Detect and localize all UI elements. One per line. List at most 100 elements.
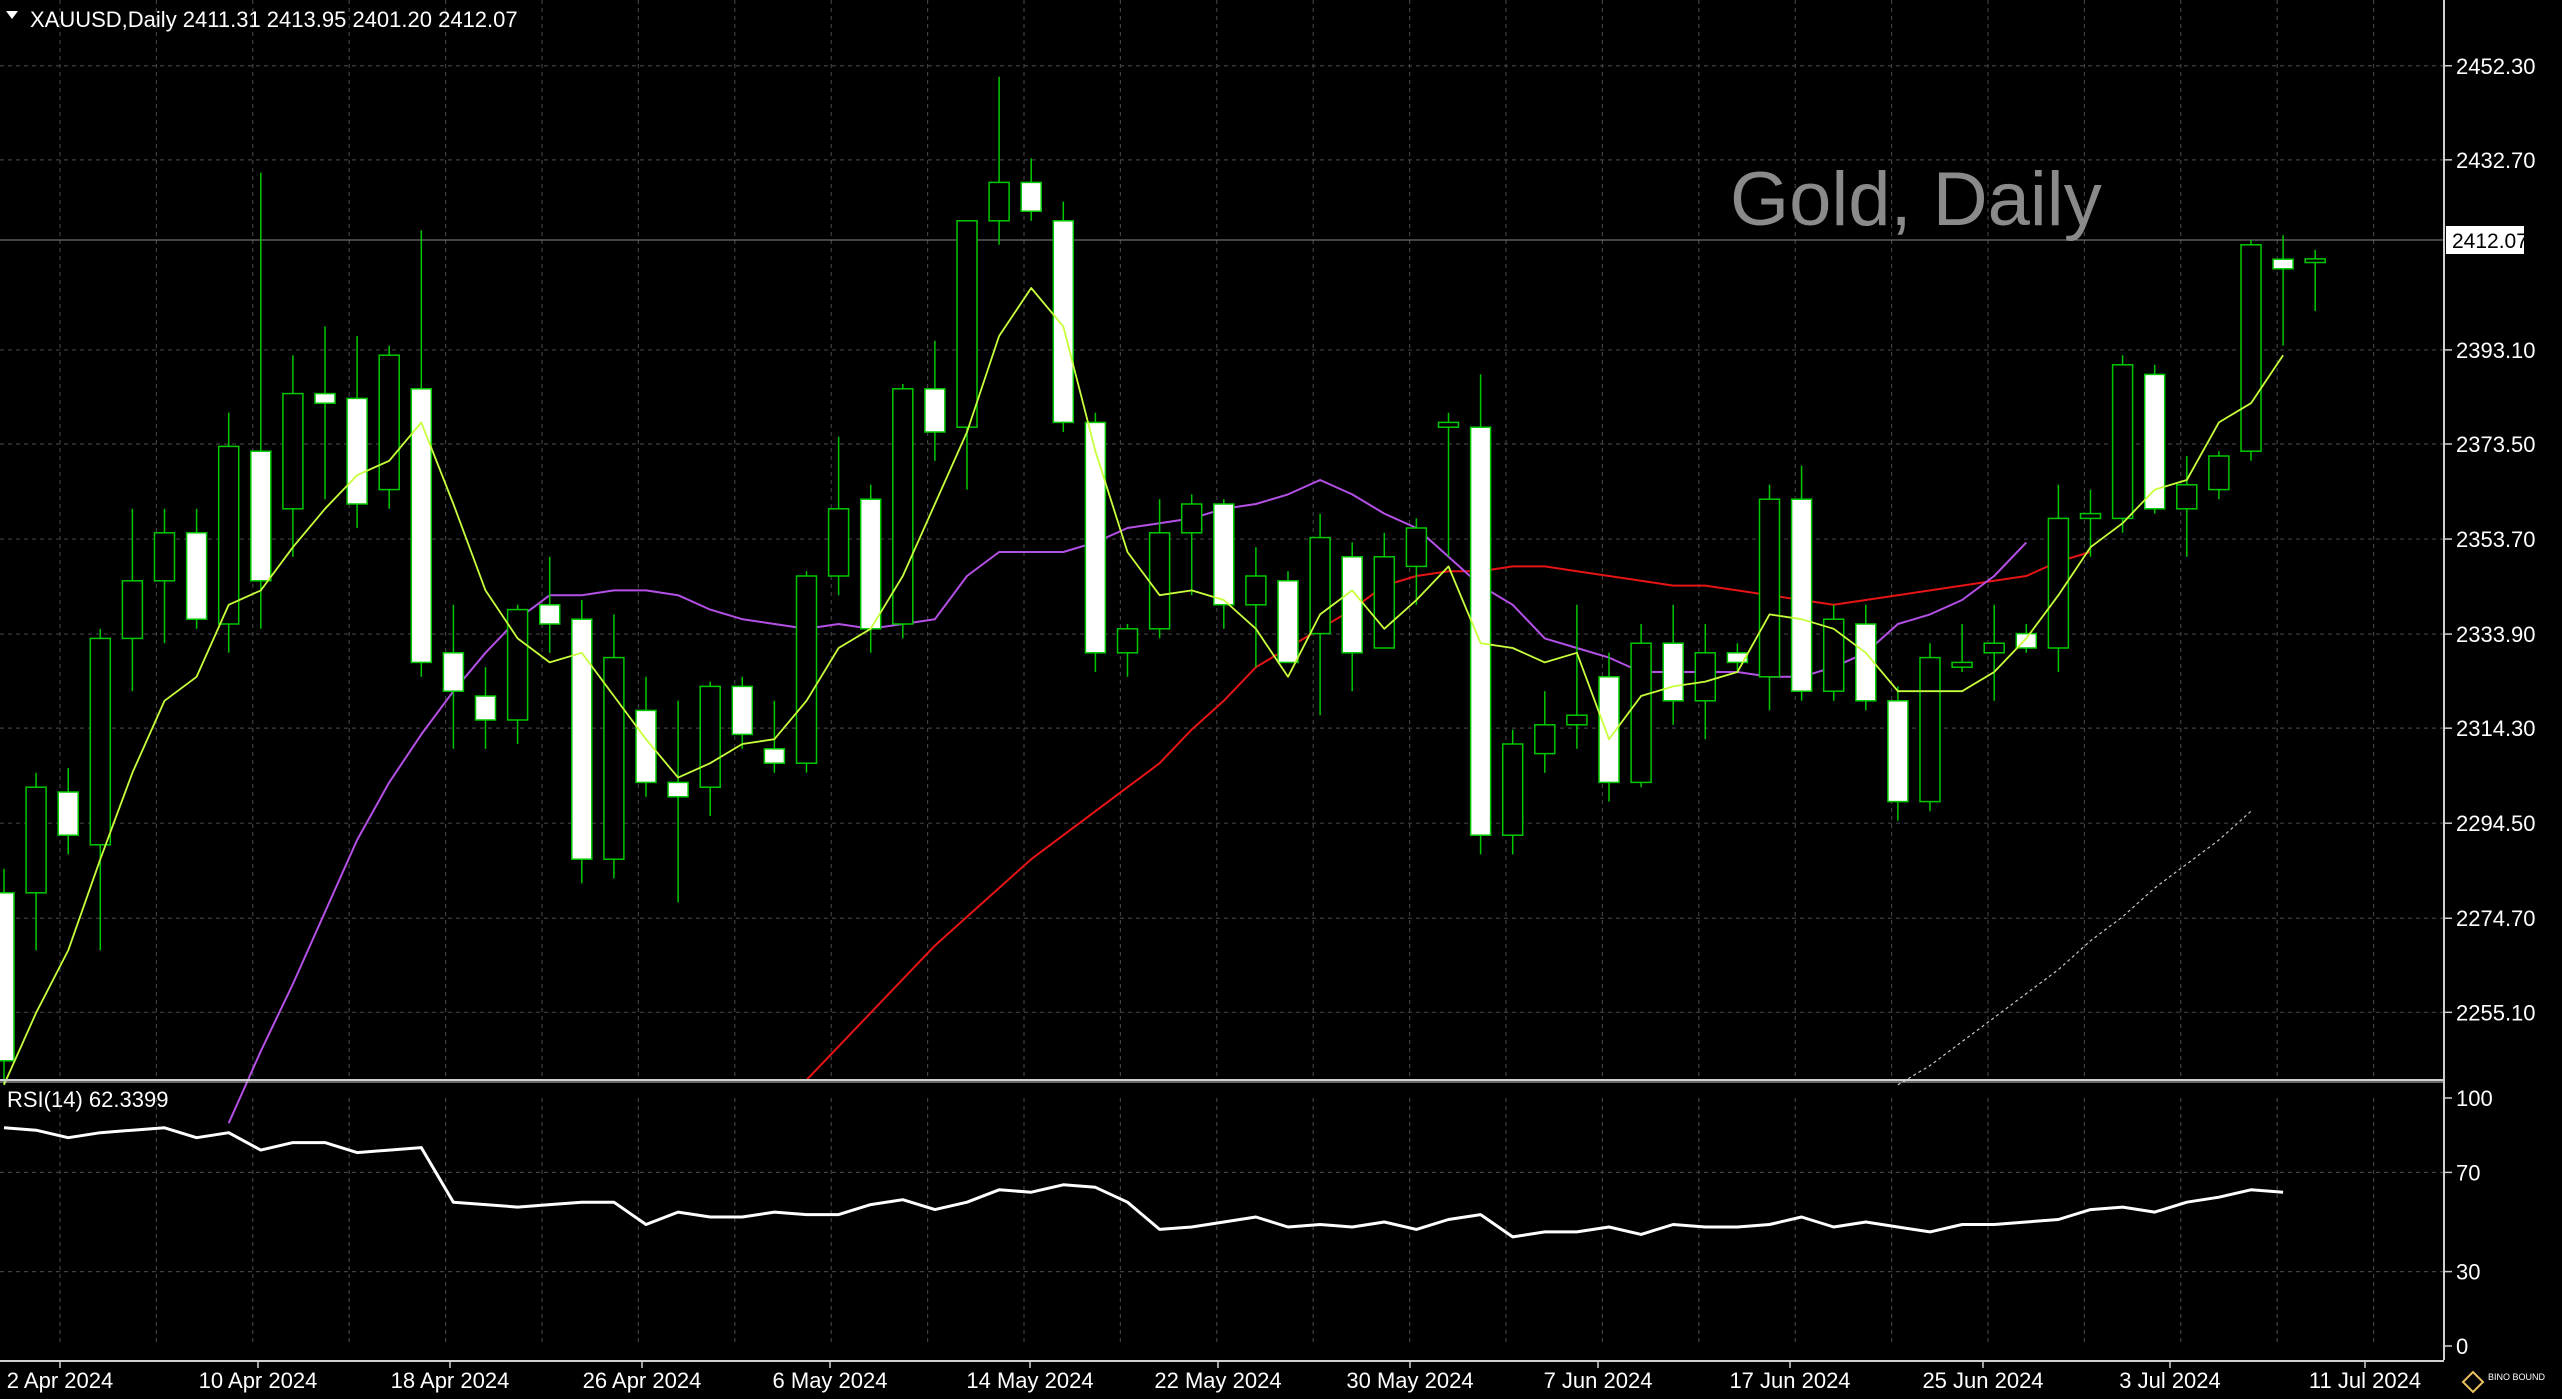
price-tick-label: 2294.50 [2456,811,2536,836]
candle [1052,201,1075,432]
ma-slow-line [805,551,2091,1081]
candle [0,868,15,1085]
candle-body-bull [1148,532,1171,630]
candle-body-bull [795,575,818,764]
candle [442,604,465,749]
candle-body-bear [1052,220,1075,424]
candle-body-bull [699,685,721,788]
candle [731,676,754,749]
price-tick-label: 2353.70 [2456,527,2536,552]
candle-body-bull [1309,536,1331,635]
candle-body-bear [635,709,657,784]
candle [1822,604,1845,701]
candle [314,326,336,500]
current-price-label: 2412.07 [2452,230,2528,253]
time-tick-label: 26 Apr 2024 [583,1368,702,1393]
rsi-tick-label: 30 [2456,1260,2480,1285]
candle-body-bull [2208,455,2230,491]
price-tick-label: 2432.70 [2456,148,2536,173]
candle-body-bull [2304,258,2326,264]
candle [1855,604,1877,711]
candle-body-bear [1469,426,1492,836]
candle [603,614,625,879]
candle [1951,624,1973,672]
candle-body-bear [859,498,882,630]
candle [1726,643,1749,672]
candle [506,604,529,744]
candle [2079,489,2102,557]
time-tick-label: 11 Jul 2024 [2309,1368,2421,1393]
candle [827,436,850,596]
brand-text: BINO BOUND [2488,1372,2546,1382]
rsi-line [3,1126,2284,1239]
candle [2240,240,2262,461]
candle-body-bear [314,392,336,404]
candle-body-bear [57,791,79,836]
candle-body-bull [25,786,47,894]
candle-body-bull [1116,628,1139,654]
candle [1566,604,1588,749]
candle [2111,355,2134,533]
candle [859,484,882,653]
candle [1213,499,1235,629]
time-tick-label: 17 Jun 2024 [1729,1368,1850,1393]
candle-body-bull [956,220,978,428]
candle [2143,364,2166,514]
candle [1084,412,1107,672]
candle-body-bear [185,532,208,620]
price-tick-label: 2452.30 [2456,54,2536,79]
time-tick-label: 14 May 2024 [966,1368,1093,1393]
candle [1758,484,1781,711]
candle-body-bull [1919,656,1941,803]
candle [1020,158,1042,221]
candle-body-bull [217,445,240,625]
time-tick-label: 10 Apr 2024 [199,1368,318,1393]
candle-body-bull [1373,556,1396,649]
candle [1887,686,1909,821]
candle [1790,465,1813,701]
candle [1180,494,1203,596]
candle-body-bear [763,748,786,764]
candle-body-bull [1951,661,1973,668]
candle [2272,235,2294,346]
candle-body-bear [1084,421,1107,654]
candle [89,628,112,951]
candle [1598,652,1620,802]
candle-body-bull [1405,527,1428,568]
candle-body-bear [1662,642,1684,702]
candle-body-bear [1790,498,1813,692]
candle [1501,729,1524,855]
candle-body-bear [571,618,593,860]
time-tick-label: 25 Jun 2024 [1922,1368,2043,1393]
price-tick-label: 2333.90 [2456,622,2536,647]
ma-fast-path [3,287,2284,1086]
candle-body-bull [1534,724,1556,755]
ma-slow-path [805,551,2091,1081]
candle [410,230,433,677]
collapse-triangle-icon[interactable] [6,11,18,19]
candle [282,355,304,557]
candle-body-bear [1887,700,1909,803]
price-tick-label: 2393.10 [2456,338,2536,363]
candle [1116,624,1139,677]
candle [250,172,272,629]
candle-body-bull [1180,503,1203,534]
candle-body-bear [442,652,465,692]
candle-body-bear [538,604,561,625]
rsi-axis: 100 70 30 0 [2444,1086,2493,1359]
candle [1534,691,1556,773]
candle [121,508,144,692]
candle [1245,547,1267,668]
candlestick-series [0,76,2326,1085]
price-tick-label: 2314.30 [2456,716,2536,741]
candle-body-bull [2079,512,2102,520]
candle-body-bear [250,450,272,582]
candle [474,667,497,749]
candle [956,220,978,490]
candle-body-bear [1020,181,1042,212]
candle [571,600,593,884]
candle-body-bear [1341,556,1363,654]
candle-body-bull [988,181,1010,222]
candle [1341,542,1363,692]
chart-watermark: Gold, Daily [1730,157,2102,242]
